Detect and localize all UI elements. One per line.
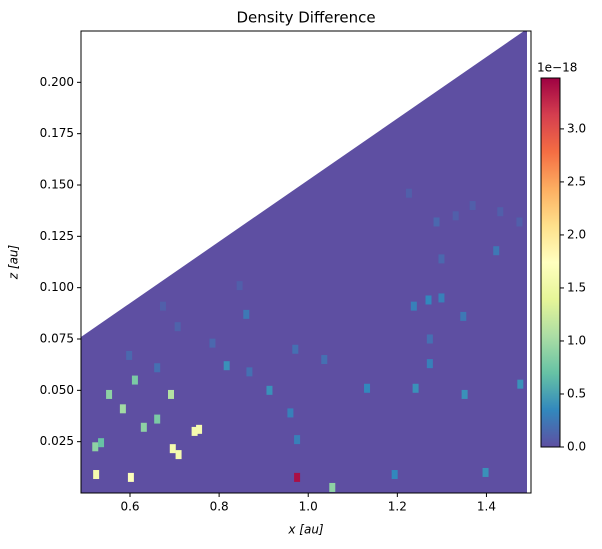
- plot-frame: [80, 30, 532, 494]
- heatmap-cell: [517, 379, 524, 389]
- colorbar-tick-label: 2.0: [567, 227, 586, 241]
- colorbar-tick-label: 0.5: [567, 386, 586, 400]
- heatmap-cell: [493, 246, 500, 256]
- heatmap-cell: [461, 389, 468, 399]
- heatmap-cell: [425, 295, 432, 305]
- y-tick-label: 0.100: [40, 280, 74, 294]
- colorbar-tick-label: 3.0: [567, 121, 586, 135]
- colorbar-offset: 1e−18: [537, 61, 577, 75]
- y-tick-label: 0.025: [40, 434, 74, 448]
- chart-title: Density Difference: [236, 9, 375, 27]
- heatmap-cell: [433, 217, 440, 227]
- heatmap-cell: [154, 363, 161, 373]
- heatmap-cell: [131, 375, 138, 385]
- heatmap-cell: [174, 322, 181, 332]
- colorbar-tick-label: 0.0: [567, 440, 586, 454]
- y-axis-label: z [au]: [7, 244, 21, 280]
- y-tick-label: 0.150: [40, 178, 74, 192]
- y-tick-label: 0.175: [40, 126, 74, 140]
- heatmap-cell: [287, 408, 294, 418]
- heatmap-cell: [405, 188, 412, 198]
- heatmap-cell: [391, 470, 398, 480]
- x-tick-label: 1.2: [388, 500, 407, 514]
- x-tick-label: 1.4: [477, 500, 496, 514]
- heatmap-cell: [236, 281, 243, 291]
- y-tick-label: 0.125: [40, 229, 74, 243]
- x-tick-label: 0.6: [120, 500, 139, 514]
- heatmap-cell: [169, 444, 176, 454]
- heatmap-cell: [482, 467, 489, 477]
- colorbar-frame: [540, 77, 561, 448]
- heatmap-cell: [412, 383, 419, 393]
- y-tick-label: 0.200: [40, 75, 74, 89]
- heatmap-cell: [410, 301, 417, 311]
- y-tick-label: 0.050: [40, 383, 74, 397]
- heatmap-cell: [92, 442, 99, 452]
- heatmap-cell: [154, 414, 161, 424]
- heatmap-cell: [119, 404, 126, 414]
- heatmap-cell: [98, 438, 105, 448]
- heatmap-cell: [196, 424, 203, 434]
- heatmap-cell: [292, 344, 299, 354]
- colorbar-tick-label: 1.5: [567, 280, 586, 294]
- y-tick-label: 0.075: [40, 332, 74, 346]
- colorbar-tick-label: 2.5: [567, 174, 586, 188]
- heatmap-cell: [438, 293, 445, 303]
- heatmap-cell: [469, 201, 476, 211]
- heatmap-cell: [223, 361, 230, 371]
- domain-background: [81, 31, 527, 493]
- heatmap-cell: [460, 311, 467, 321]
- heatmap-cell: [294, 472, 301, 482]
- heatmap-cell: [329, 482, 336, 492]
- x-axis-label: x [au]: [287, 523, 324, 537]
- heatmap-cell: [294, 435, 301, 445]
- heatmap-cell: [209, 338, 216, 348]
- x-tick-label: 0.8: [210, 500, 229, 514]
- colorbar-tick-label: 1.0: [567, 333, 586, 347]
- heatmap-cell: [243, 309, 250, 319]
- heatmap-cell: [516, 217, 523, 227]
- heatmap-cell: [364, 383, 371, 393]
- x-tick-label: 1.0: [299, 500, 318, 514]
- heatmap-cell: [246, 367, 253, 377]
- heatmap-cell: [93, 470, 100, 480]
- heatmap-cell: [140, 422, 147, 432]
- heatmap-cell: [175, 450, 182, 460]
- heatmap-cell: [426, 334, 433, 344]
- heatmap-cell: [452, 211, 459, 221]
- heatmap-cell: [168, 389, 174, 399]
- heatmap-cell: [126, 350, 133, 360]
- heatmap-cell: [106, 389, 113, 399]
- heatmap-cell: [127, 472, 134, 482]
- heatmap-cell: [191, 426, 198, 436]
- heatmap-cell: [497, 207, 504, 217]
- heatmap-cell: [438, 254, 445, 264]
- heatmap-cell: [266, 385, 273, 395]
- heatmap-cell: [321, 355, 328, 365]
- heatmap-cell: [426, 359, 433, 369]
- heatmap-cell: [159, 301, 166, 311]
- colorbar: [541, 78, 560, 447]
